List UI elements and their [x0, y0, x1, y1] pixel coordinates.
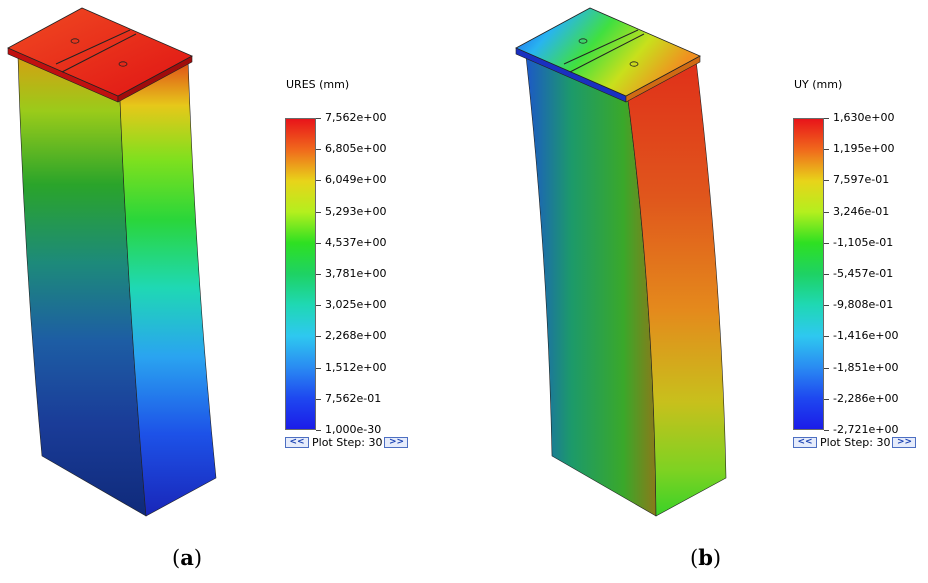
panel-b: UY (mm) 1,630e+00 1,195e+00 7,597e-01 3,246…: [464, 0, 928, 583]
tick-mark: [316, 180, 321, 182]
tick-list-ures: 7,562e+00 6,805e+00 6,049e+00 5,293e+00 4,53…: [316, 112, 616, 442]
tick-label: 3,025e+00: [325, 298, 387, 312]
tick-list-uy: 1,630e+00 1,195e+00 7,597e-01 3,246e-01 -1,1…: [824, 112, 928, 442]
tick-mark: [316, 398, 321, 400]
plot-step-control-ures: << Plot Step: 30 >>: [285, 436, 409, 449]
deformed-model-ures: [7, 7, 217, 517]
next-step-button[interactable]: >>: [384, 437, 409, 448]
tick-label: 4,537e+00: [325, 235, 387, 249]
tick-label: 7,562e-01: [325, 391, 382, 405]
tick-label: 1,195e+00: [833, 142, 895, 156]
tick-label: -2,721e+00: [833, 423, 899, 436]
deformed-model-uy: [515, 7, 727, 517]
tick-mark: [824, 336, 829, 338]
tick-mark: [316, 305, 321, 307]
tick-label: -1,105e-01: [833, 235, 894, 249]
tick-label: 7,597e-01: [833, 173, 890, 187]
tick-label: 1,512e+00: [325, 360, 387, 374]
tick-label: 1,630e+00: [833, 111, 895, 124]
tick-mark: [316, 336, 321, 338]
tick-label: 5,293e+00: [325, 204, 387, 218]
tick-mark: [316, 274, 321, 275]
tick-label: 6,049e+00: [325, 173, 387, 187]
plot-step-control-uy: << Plot Step: 30 >>: [793, 436, 917, 449]
legend-title-uy: UY (mm): [794, 78, 843, 91]
previous-step-button[interactable]: <<: [793, 437, 817, 448]
tick-label: -9,808e-01: [833, 298, 894, 312]
tick-label: 2,268e+00: [325, 329, 387, 343]
caption-a: (a): [172, 545, 203, 570]
tick-mark: [824, 274, 829, 275]
tick-label: -1,416e+00: [833, 329, 899, 343]
tick-label: 1,000e-30: [325, 423, 382, 436]
tick-mark: [824, 430, 829, 431]
tick-label: 7,562e+00: [325, 111, 387, 124]
tick-mark: [824, 305, 829, 307]
legend-title-ures: URES (mm): [286, 78, 350, 91]
tick-label: -5,457e-01: [833, 267, 894, 280]
tick-mark: [824, 118, 829, 119]
tick-mark: [824, 242, 829, 244]
tick-mark: [316, 118, 321, 119]
tick-label: 3,781e+00: [325, 267, 387, 280]
plot-step-label: Plot Step: 30: [312, 436, 383, 449]
tick-mark: [316, 149, 321, 151]
caption-letter: b: [698, 545, 713, 570]
plot-step-label: Plot Step: 30: [820, 436, 891, 449]
tick-mark: [824, 180, 829, 182]
tick-label: -1,851e+00: [833, 360, 899, 374]
tick-mark: [824, 398, 829, 400]
colorbar-ures: [285, 118, 316, 430]
previous-step-button[interactable]: <<: [285, 437, 309, 448]
colorbar-uy: [793, 118, 824, 430]
tick-mark: [316, 211, 321, 213]
tick-label: 6,805e+00: [325, 142, 387, 156]
caption-letter: a: [180, 545, 194, 570]
tick-label: 3,246e-01: [833, 204, 890, 218]
tick-mark: [824, 149, 829, 151]
panel-a: URES (mm) 7,562e+00 6,805e+00 6,049e+00 5,2…: [7, 7, 409, 570]
tick-mark: [316, 242, 321, 244]
tick-mark: [316, 367, 321, 369]
caption-b: (b): [690, 545, 722, 570]
tick-mark: [316, 430, 321, 431]
tick-label: -2,286e+00: [833, 391, 899, 405]
tick-mark: [824, 367, 829, 369]
tick-mark: [824, 211, 829, 213]
next-step-button[interactable]: >>: [892, 437, 917, 448]
